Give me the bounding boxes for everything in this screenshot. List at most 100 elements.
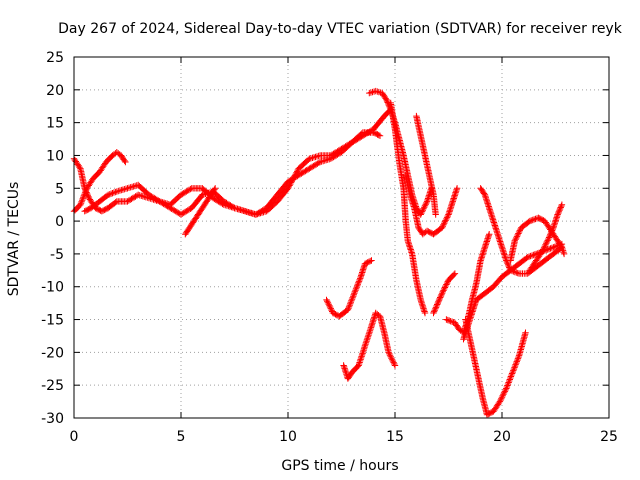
data-point (512, 361, 519, 368)
data-point (444, 316, 451, 324)
data-point (311, 162, 318, 169)
data-point (486, 207, 494, 215)
data-point (357, 134, 364, 141)
data-point (284, 185, 292, 192)
series-track-f (387, 99, 429, 317)
y-tick-label: 0 (55, 214, 64, 230)
data-point (560, 250, 568, 258)
data-point (545, 234, 553, 241)
data-point (112, 199, 119, 206)
y-tick-label: -5 (50, 247, 64, 263)
data-point (302, 167, 309, 175)
data-point (408, 249, 415, 256)
data-point (513, 234, 520, 242)
data-point (446, 317, 453, 324)
data-point (347, 299, 354, 306)
data-point (452, 189, 459, 196)
data-point (540, 246, 547, 253)
data-point (435, 297, 443, 304)
data-point (513, 359, 520, 367)
data-point (509, 368, 516, 376)
data-point (160, 200, 167, 208)
data-point (357, 354, 365, 362)
data-point (421, 202, 429, 209)
x-tick-label: 15 (386, 429, 404, 445)
y-tick-label: -25 (41, 378, 64, 394)
data-point (558, 202, 565, 210)
data-point (504, 380, 512, 388)
data-point (156, 198, 163, 205)
data-point (439, 223, 446, 230)
data-point (355, 278, 363, 285)
data-point (310, 162, 317, 170)
data-point (443, 279, 451, 287)
data-point (121, 157, 128, 164)
data-point (477, 257, 484, 264)
data-point (499, 392, 506, 399)
data-point (367, 127, 375, 134)
series-track-d (182, 185, 219, 238)
data-point (423, 199, 430, 207)
data-point (495, 235, 503, 242)
data-point (376, 132, 384, 139)
data-point (544, 237, 551, 244)
data-point (326, 303, 334, 311)
data-point (352, 287, 359, 294)
data-point (540, 244, 548, 251)
data-point (187, 185, 194, 193)
data-point (513, 269, 520, 276)
series-track-m (462, 316, 529, 418)
data-point (258, 208, 265, 215)
data-point (340, 363, 348, 371)
data-point (360, 347, 367, 354)
data-point (103, 192, 111, 199)
data-point (443, 214, 451, 221)
data-point (438, 290, 446, 297)
data-point (510, 367, 517, 374)
data-point (361, 131, 368, 139)
data-point (422, 201, 429, 208)
data-point (557, 204, 564, 211)
data-point (303, 167, 310, 174)
data-point (356, 276, 363, 284)
data-point (418, 301, 426, 308)
data-point (354, 281, 361, 288)
data-point (324, 298, 331, 305)
data-point (450, 271, 458, 278)
data-point (542, 241, 549, 248)
data-point (185, 186, 193, 194)
data-point (359, 266, 367, 273)
data-point (163, 202, 170, 209)
data-point (183, 208, 190, 215)
data-point (421, 309, 429, 317)
data-point (513, 233, 521, 240)
data-point (359, 350, 366, 357)
data-point (543, 238, 551, 246)
data-point (335, 150, 342, 157)
data-point (353, 284, 360, 291)
data-point (358, 353, 365, 360)
data-point (511, 362, 519, 370)
data-point (441, 284, 449, 291)
data-point (344, 306, 352, 313)
data-point (431, 307, 438, 314)
data-point (522, 329, 529, 336)
data-point (328, 306, 335, 314)
data-point (169, 206, 177, 213)
data-point (545, 245, 553, 253)
data-point (346, 302, 353, 309)
data-point (230, 203, 237, 211)
data-point (486, 231, 493, 238)
data-point (328, 154, 336, 162)
data-point (355, 135, 363, 142)
data-point (77, 201, 84, 208)
data-point (78, 198, 85, 205)
data-point (177, 191, 185, 198)
series-track-j (340, 309, 399, 382)
data-point (560, 249, 567, 256)
data-point (147, 192, 154, 199)
data-point (184, 207, 191, 214)
data-point (391, 360, 398, 368)
data-point (356, 357, 364, 365)
x-tick-label: 10 (279, 429, 297, 445)
